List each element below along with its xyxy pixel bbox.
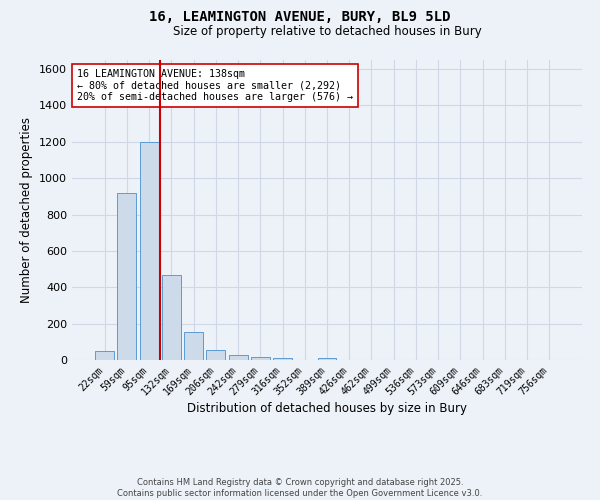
Y-axis label: Number of detached properties: Number of detached properties (20, 117, 34, 303)
Text: Contains HM Land Registry data © Crown copyright and database right 2025.
Contai: Contains HM Land Registry data © Crown c… (118, 478, 482, 498)
Title: Size of property relative to detached houses in Bury: Size of property relative to detached ho… (173, 25, 481, 38)
Bar (251, 358, 270, 360)
X-axis label: Distribution of detached houses by size in Bury: Distribution of detached houses by size … (187, 402, 467, 415)
Bar (95, 351, 114, 360)
Bar (317, 358, 337, 360)
Text: 16, LEAMINGTON AVENUE, BURY, BL9 5LD: 16, LEAMINGTON AVENUE, BURY, BL9 5LD (149, 10, 451, 24)
Bar (162, 274, 181, 360)
Text: 16 LEAMINGTON AVENUE: 138sqm
← 80% of detached houses are smaller (2,292)
20% of: 16 LEAMINGTON AVENUE: 138sqm ← 80% of de… (77, 69, 353, 102)
Bar (140, 142, 158, 360)
Bar (273, 358, 292, 360)
Bar (184, 332, 203, 360)
Bar (229, 354, 248, 360)
Bar (118, 192, 136, 360)
Bar (206, 350, 225, 360)
